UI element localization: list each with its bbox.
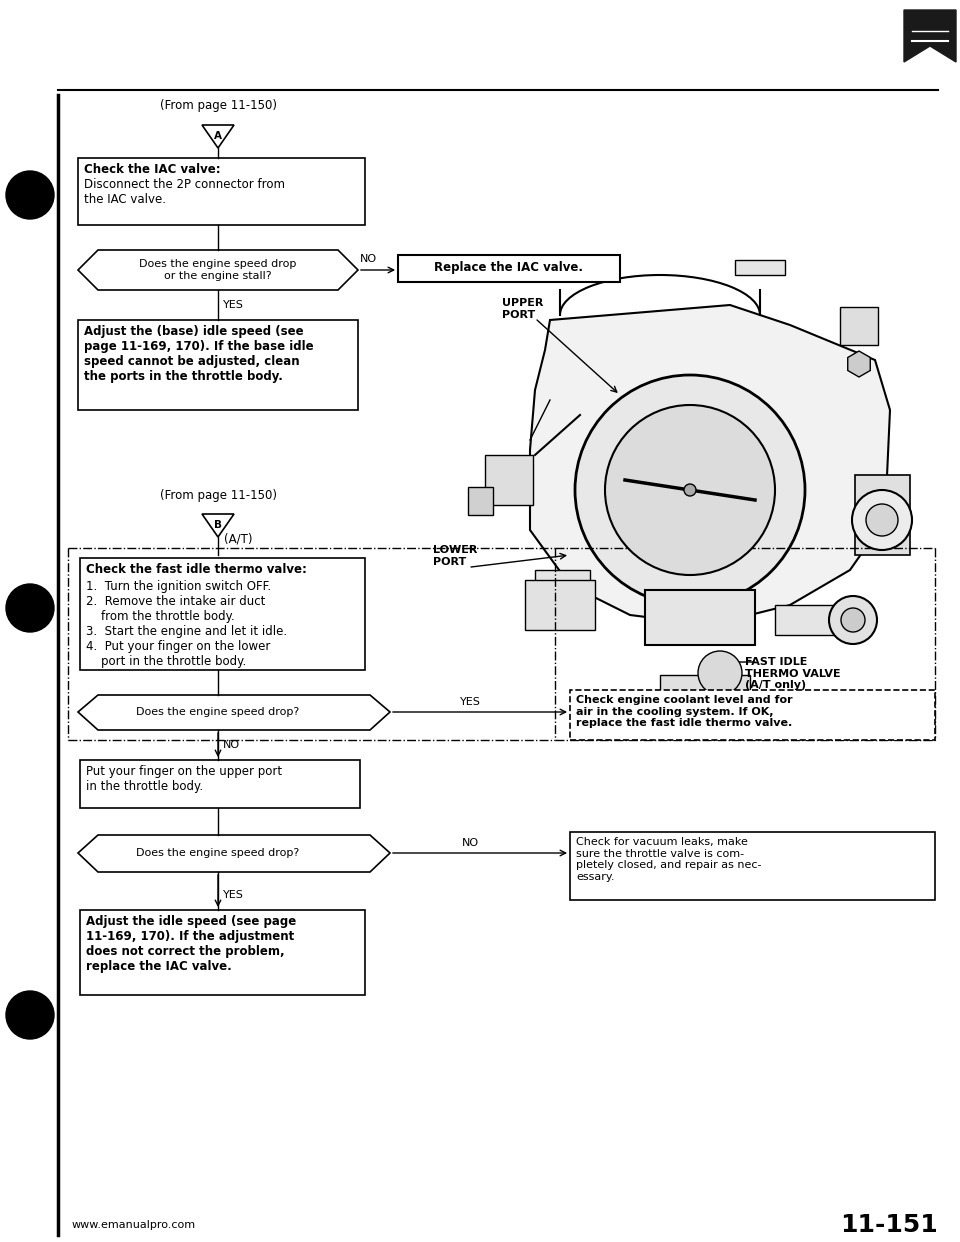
Circle shape [575, 375, 805, 605]
Circle shape [698, 651, 742, 696]
Text: (A/T): (A/T) [224, 532, 252, 545]
Circle shape [866, 504, 898, 537]
Text: (From page 11-150): (From page 11-150) [159, 99, 276, 112]
FancyBboxPatch shape [398, 255, 620, 282]
Circle shape [852, 491, 912, 550]
FancyBboxPatch shape [535, 570, 590, 600]
Text: YES: YES [223, 891, 244, 900]
Text: NO: NO [223, 740, 240, 750]
FancyBboxPatch shape [468, 487, 493, 515]
Text: 3.  Start the engine and let it idle.: 3. Start the engine and let it idle. [86, 625, 287, 638]
Circle shape [605, 405, 775, 575]
Polygon shape [78, 835, 390, 872]
Polygon shape [78, 250, 358, 289]
Text: Check the fast idle thermo valve:: Check the fast idle thermo valve: [86, 563, 307, 576]
Text: YES: YES [460, 697, 480, 707]
FancyBboxPatch shape [80, 558, 365, 669]
Text: A: A [214, 130, 222, 142]
Polygon shape [530, 306, 890, 625]
Text: Check engine coolant level and for
air in the cooling system. If OK,
replace the: Check engine coolant level and for air i… [576, 696, 793, 728]
Text: Adjust the idle speed (see page
11-169, 170). If the adjustment
does not correct: Adjust the idle speed (see page 11-169, … [86, 915, 297, 972]
FancyBboxPatch shape [78, 320, 358, 410]
Circle shape [6, 584, 54, 632]
Text: Does the engine speed drop
or the engine stall?: Does the engine speed drop or the engine… [139, 260, 297, 281]
Polygon shape [202, 514, 234, 537]
FancyBboxPatch shape [80, 910, 365, 995]
Text: UPPER
PORT: UPPER PORT [502, 298, 543, 319]
Circle shape [6, 991, 54, 1040]
FancyBboxPatch shape [840, 307, 878, 345]
Text: www.emanualpro.com: www.emanualpro.com [72, 1220, 196, 1230]
FancyBboxPatch shape [775, 605, 840, 635]
Text: 2.  Remove the intake air duct
    from the throttle body.: 2. Remove the intake air duct from the t… [86, 595, 265, 623]
Text: NO: NO [462, 838, 479, 848]
Circle shape [829, 596, 877, 645]
Text: Disconnect the 2P connector from
the IAC valve.: Disconnect the 2P connector from the IAC… [84, 178, 285, 206]
Polygon shape [78, 696, 390, 730]
FancyBboxPatch shape [645, 590, 755, 645]
FancyBboxPatch shape [485, 455, 533, 505]
FancyBboxPatch shape [660, 674, 750, 700]
Polygon shape [202, 125, 234, 148]
Polygon shape [848, 351, 871, 378]
Text: Check for vacuum leaks, make
sure the throttle valve is com-
pletely closed, and: Check for vacuum leaks, make sure the th… [576, 837, 761, 882]
Text: Check the IAC valve:: Check the IAC valve: [84, 163, 221, 176]
FancyBboxPatch shape [570, 691, 935, 740]
Text: 11-151: 11-151 [840, 1213, 938, 1237]
Text: Does the engine speed drop?: Does the engine speed drop? [136, 848, 300, 858]
FancyBboxPatch shape [735, 260, 785, 274]
Polygon shape [904, 10, 956, 62]
FancyBboxPatch shape [535, 260, 585, 274]
Text: Put your finger on the upper port
in the throttle body.: Put your finger on the upper port in the… [86, 765, 282, 792]
Text: (From page 11-150): (From page 11-150) [159, 489, 276, 502]
Text: B: B [214, 520, 222, 530]
Text: YES: YES [223, 301, 244, 310]
Text: Does the engine speed drop?: Does the engine speed drop? [136, 707, 300, 717]
Circle shape [684, 484, 696, 496]
Text: FAST IDLE
THERMO VALVE
(A/T only): FAST IDLE THERMO VALVE (A/T only) [745, 657, 841, 691]
Text: Adjust the (base) idle speed (see
page 11-169, 170). If the base idle
speed cann: Adjust the (base) idle speed (see page 1… [84, 325, 314, 383]
Text: NO: NO [359, 255, 376, 265]
Text: Replace the IAC valve.: Replace the IAC valve. [435, 262, 584, 274]
FancyBboxPatch shape [80, 760, 360, 809]
FancyBboxPatch shape [78, 158, 365, 225]
Circle shape [6, 171, 54, 219]
Circle shape [841, 609, 865, 632]
FancyBboxPatch shape [570, 832, 935, 900]
FancyBboxPatch shape [855, 474, 910, 555]
Text: 4.  Put your finger on the lower
    port in the throttle body.: 4. Put your finger on the lower port in … [86, 640, 271, 668]
Text: LOWER
PORT: LOWER PORT [433, 545, 477, 566]
FancyBboxPatch shape [525, 580, 595, 630]
Text: 1.  Turn the ignition switch OFF.: 1. Turn the ignition switch OFF. [86, 580, 271, 592]
